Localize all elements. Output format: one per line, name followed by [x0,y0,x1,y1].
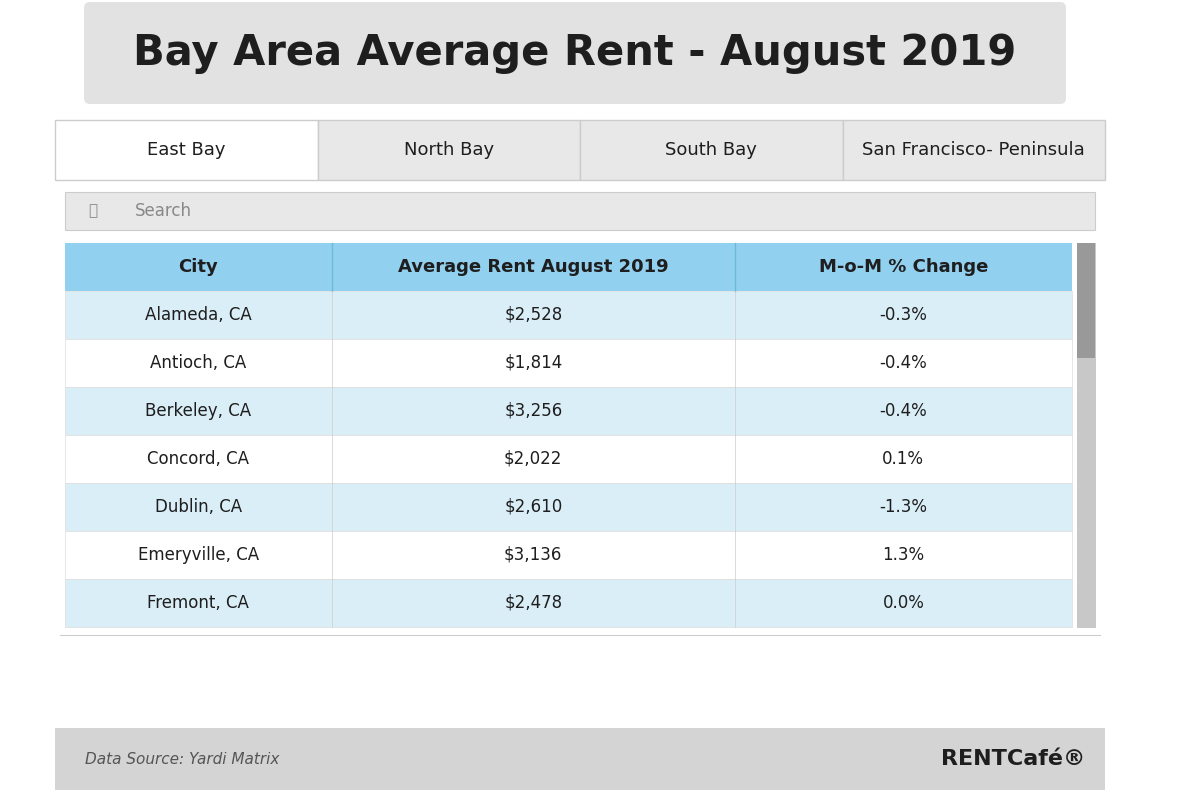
Bar [65,579,1072,627]
Text: City: City [179,258,218,276]
Text: Berkeley, CA: Berkeley, CA [145,402,252,420]
Text: San Francisco- Peninsula: San Francisco- Peninsula [863,141,1085,159]
Text: 🔍: 🔍 [89,203,97,218]
Bar [55,120,318,180]
Text: 0.0%: 0.0% [882,594,924,612]
Text: Emeryville, CA: Emeryville, CA [138,546,259,564]
Bar [65,339,1072,387]
Bar [65,192,1096,230]
Text: North Bay: North Bay [403,141,494,159]
Bar [1078,243,1096,627]
Text: $3,256: $3,256 [504,402,563,420]
Text: -0.4%: -0.4% [880,402,928,420]
Text: $3,136: $3,136 [504,546,563,564]
Text: Bay Area Average Rent - August 2019: Bay Area Average Rent - August 2019 [133,32,1016,74]
Text: -0.3%: -0.3% [880,306,928,324]
Bar [65,483,1072,531]
FancyBboxPatch shape [84,2,1066,104]
Bar [55,728,1105,790]
Bar [65,435,1072,483]
Bar [1078,243,1096,358]
Bar [842,120,1105,180]
Text: East Bay: East Bay [148,141,226,159]
Text: Dublin, CA: Dublin, CA [155,498,242,516]
Bar [65,243,1072,291]
Text: RENTCafé®: RENTCafé® [941,749,1085,769]
Text: Search: Search [134,202,192,220]
FancyBboxPatch shape [52,112,1108,723]
Text: -1.3%: -1.3% [880,498,928,516]
Text: $2,478: $2,478 [504,594,563,612]
Text: Average Rent August 2019: Average Rent August 2019 [398,258,668,276]
Bar [65,531,1072,579]
Text: South Bay: South Bay [665,141,757,159]
Bar [65,387,1072,435]
Text: -0.4%: -0.4% [880,354,928,372]
Text: 1.3%: 1.3% [882,546,924,564]
Text: Data Source: Yardi Matrix: Data Source: Yardi Matrix [85,751,280,766]
Text: M-o-M % Change: M-o-M % Change [818,258,988,276]
Text: $2,610: $2,610 [504,498,563,516]
Text: Concord, CA: Concord, CA [148,450,250,468]
Text: Alameda, CA: Alameda, CA [145,306,252,324]
Text: $2,528: $2,528 [504,306,563,324]
Text: $1,814: $1,814 [504,354,563,372]
Bar [318,120,580,180]
Text: Antioch, CA: Antioch, CA [150,354,246,372]
Bar [65,291,1072,339]
Text: $2,022: $2,022 [504,450,563,468]
Text: Fremont, CA: Fremont, CA [148,594,250,612]
Text: 0.1%: 0.1% [882,450,924,468]
Bar [580,120,842,180]
